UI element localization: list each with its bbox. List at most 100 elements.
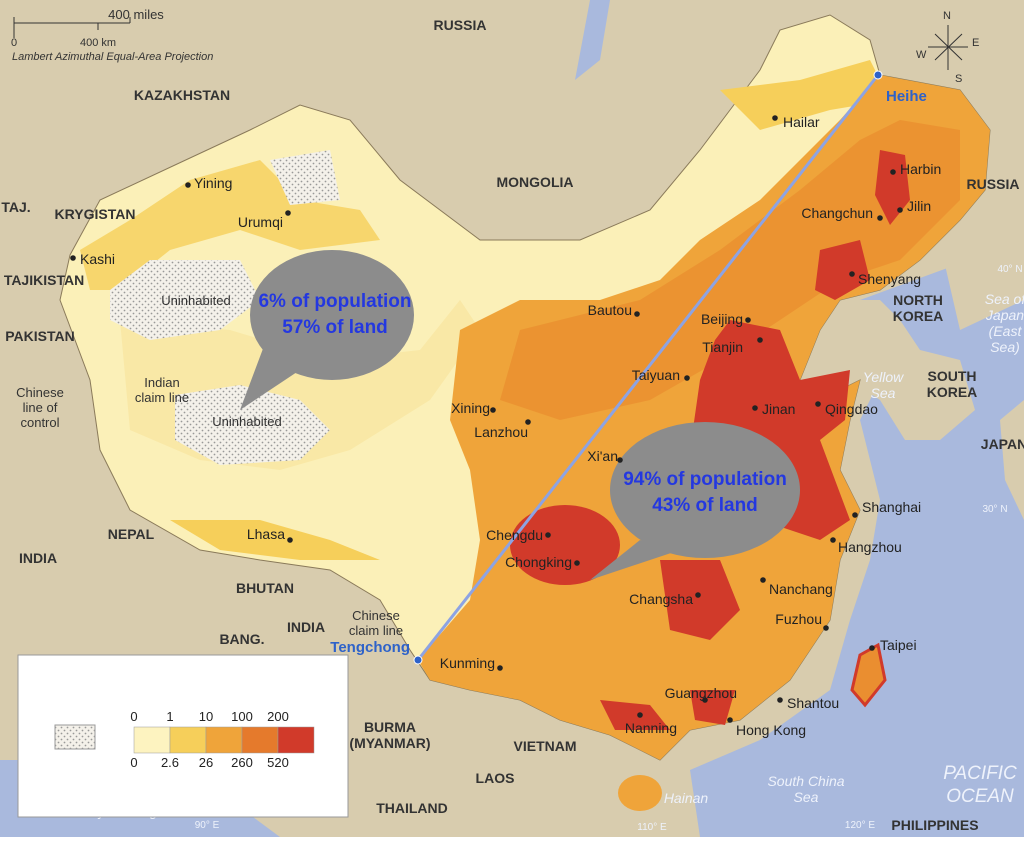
city-label: Fuzhou <box>775 611 822 627</box>
legend-tick-label: 0 <box>130 755 137 770</box>
water-label-line: South China <box>767 773 844 789</box>
graticule-label: 110° E <box>637 822 667 833</box>
city-label: Urumqi <box>238 214 283 230</box>
density-area <box>875 150 910 225</box>
city-dot <box>574 560 580 566</box>
boundary-label-line: claim line <box>349 623 403 638</box>
water-label-line: (East <box>989 323 1023 339</box>
shape: 0 1 10 100 200 0 2.6 26 260 520 <box>130 709 315 770</box>
boundary-label-line: Indian <box>144 375 179 390</box>
legend-tick-label: 0 <box>130 709 137 724</box>
city-dot <box>849 271 855 277</box>
graticule-label: 30° N <box>982 504 1007 515</box>
country-label: MONGOLIA <box>497 174 574 190</box>
water-label: PACIFIC <box>943 763 1017 784</box>
city-label: Harbin <box>900 161 941 177</box>
city-label: Lhasa <box>247 526 285 542</box>
uninhabited-area <box>175 385 330 465</box>
legend-tick-label: 200 <box>267 709 289 724</box>
country-label: KAZAKHSTAN <box>134 87 230 103</box>
city-label: Bautou <box>588 302 632 318</box>
country-label: TAJIKISTAN <box>4 272 84 288</box>
city-dot <box>760 577 766 583</box>
city-label: Hailar <box>783 114 820 130</box>
legend-uninhabited-swatch <box>54 724 96 750</box>
city-dot <box>287 537 293 543</box>
city-label: Shantou <box>787 695 839 711</box>
uninhabited-label: Uninhabited <box>212 414 281 429</box>
divide-endpoint-label: Heihe <box>886 88 927 105</box>
density-area <box>500 120 960 420</box>
city-label: Shenyang <box>858 271 921 287</box>
city-dot <box>70 255 76 261</box>
city-label: Tianjin <box>702 339 743 355</box>
boundary-label-line: Chinese <box>352 608 400 623</box>
taiwan <box>850 642 887 708</box>
density-area <box>660 560 740 640</box>
legend-swatch <box>205 726 243 754</box>
country-label: RUSSIA <box>434 17 487 33</box>
compass-rose <box>928 25 968 70</box>
legend-tick-label: 2.6 <box>161 755 179 770</box>
country-label: KRYGISTAN <box>55 206 136 222</box>
legend-swatch <box>277 726 315 754</box>
boundary-label-line: control <box>20 415 59 430</box>
density-area <box>80 160 380 290</box>
legend-tick-label: 10 <box>199 709 213 724</box>
country-label: INDIA <box>287 619 325 635</box>
country-label: THAILAND <box>376 800 448 816</box>
callout-bubble <box>250 250 414 380</box>
scale-label: 0 <box>11 37 17 49</box>
city-label: Hangzhou <box>838 539 902 555</box>
city-dot <box>525 419 531 425</box>
city-label: Nanchang <box>769 581 833 597</box>
graticule-label: 40° N <box>997 264 1022 275</box>
divide-line <box>416 74 880 661</box>
country-label: BHUTAN <box>236 580 294 596</box>
country-label-line: KOREA <box>927 384 978 400</box>
country-label: BANG. <box>219 631 264 647</box>
city-dot <box>830 537 836 543</box>
city-dot <box>897 207 903 213</box>
callout-text: 6% of population <box>258 291 411 312</box>
country-label: PHILIPPINES <box>891 817 978 833</box>
city-dot <box>684 375 690 381</box>
water-label-line: Japan <box>985 307 1024 323</box>
shape <box>934 33 963 61</box>
city-label: Chengdu <box>486 527 543 543</box>
city-label: Chongking <box>505 554 572 570</box>
legend-tick-label: 1 <box>166 709 173 724</box>
boundary-label: Chinese claim line <box>349 608 403 638</box>
city-label: Changchun <box>801 205 873 221</box>
water-label: Yellow Sea <box>863 369 904 401</box>
density-area <box>600 700 670 730</box>
hainan <box>618 775 662 811</box>
city-dot <box>617 457 623 463</box>
country-label: PAKISTAN <box>5 328 74 344</box>
water-label-line: Sea <box>794 789 819 805</box>
city-dot <box>634 311 640 317</box>
water-label-line: Sea of <box>985 291 1024 307</box>
city-dot <box>497 665 503 671</box>
japan-land <box>1000 400 1024 520</box>
country-label: RUSSIA <box>967 176 1020 192</box>
density-area <box>170 520 380 560</box>
compass-letter: W <box>916 49 927 61</box>
compass-letter: N <box>943 10 951 22</box>
scale-label: 400 km <box>80 37 116 49</box>
scale-bar <box>13 17 131 38</box>
legend-tick-label: 26 <box>199 755 213 770</box>
legend-tick-label: 100 <box>231 709 253 724</box>
city-dot <box>695 592 701 598</box>
city-dot <box>757 337 763 343</box>
callout-bubble <box>610 422 800 558</box>
korea-land <box>840 300 975 440</box>
city-dot <box>702 697 708 703</box>
country-label-line: KOREA <box>893 308 944 324</box>
callout-text: 57% of land <box>282 317 388 338</box>
country-label: JAPAN <box>981 436 1024 452</box>
city-dot <box>752 405 758 411</box>
water-label: South China Sea <box>767 773 844 805</box>
country-label-line: SOUTH <box>928 368 977 384</box>
city-dot <box>545 532 551 538</box>
